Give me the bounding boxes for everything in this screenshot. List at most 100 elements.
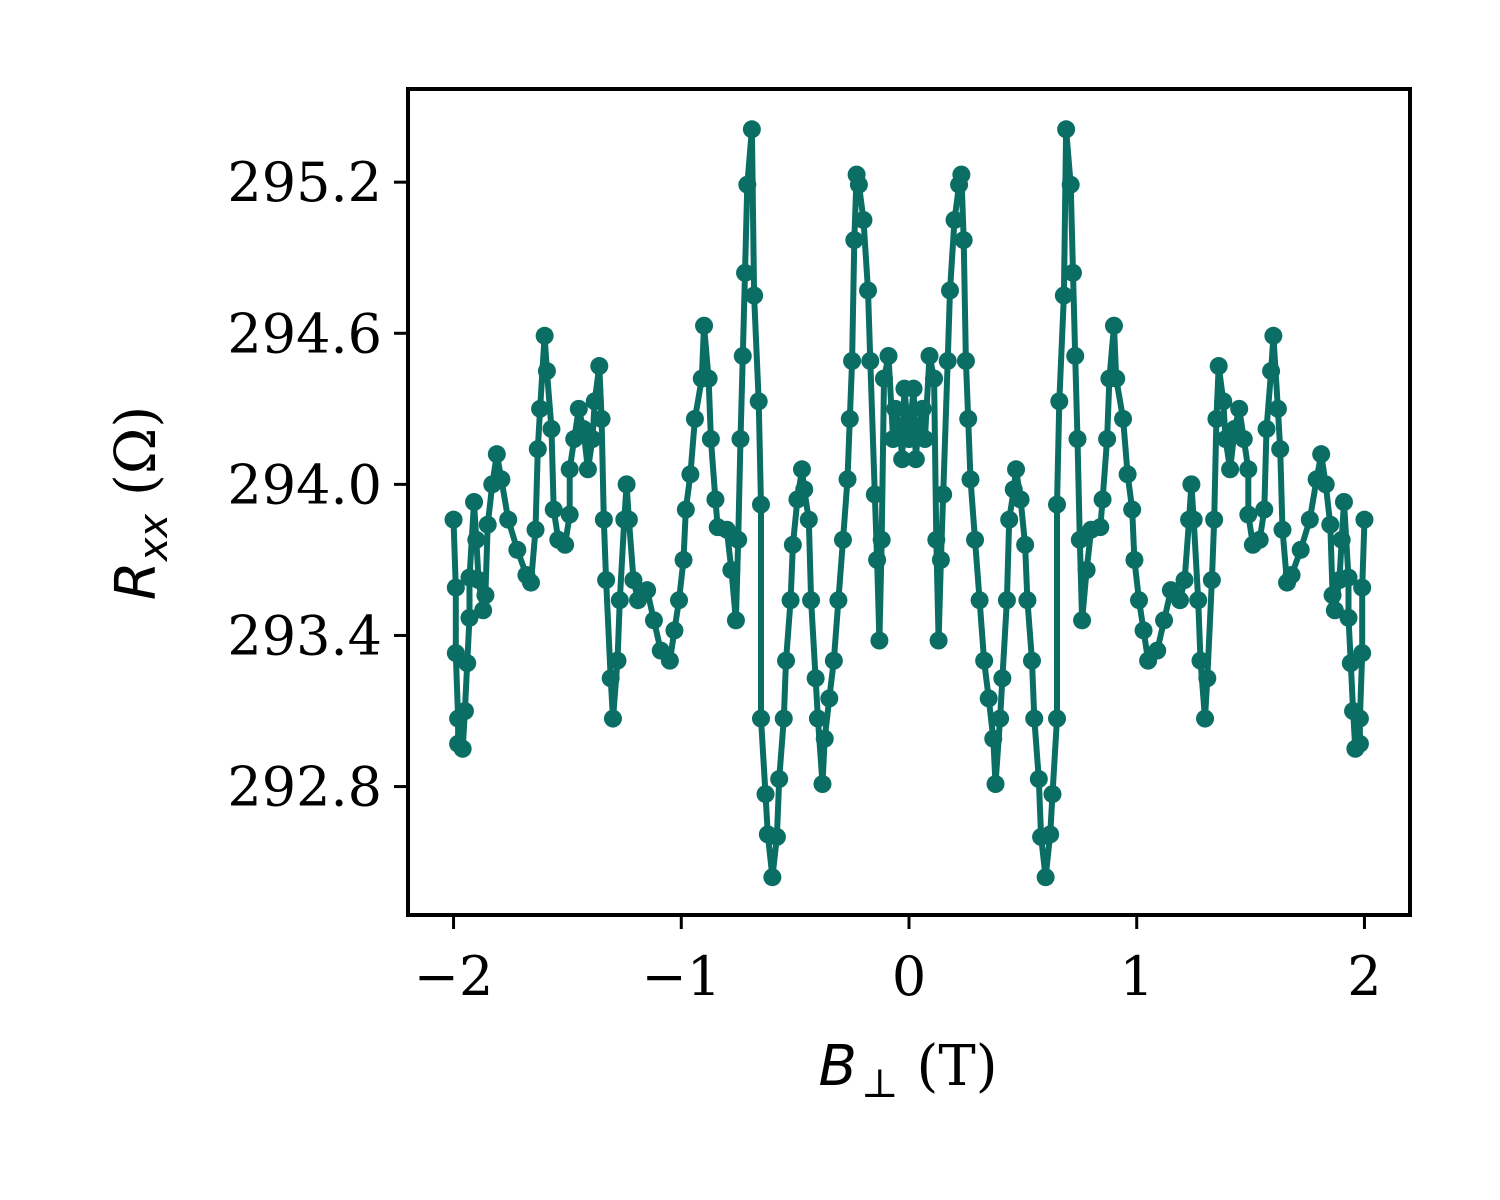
data-point xyxy=(799,510,818,529)
data-point xyxy=(619,510,638,529)
data-point xyxy=(624,571,643,590)
y-tick-label: 292.8 xyxy=(227,756,382,819)
data-point xyxy=(1355,510,1374,529)
data-point xyxy=(476,586,495,605)
data-point xyxy=(465,493,484,511)
data-point xyxy=(956,351,975,370)
data-point xyxy=(840,409,859,428)
data-point xyxy=(781,591,800,610)
data-point xyxy=(674,550,693,569)
data-point xyxy=(1048,709,1067,728)
data-point xyxy=(927,530,946,549)
data-point xyxy=(1262,362,1281,381)
data-point xyxy=(913,399,932,418)
data-point xyxy=(638,581,657,600)
data-point xyxy=(829,591,848,610)
data-point xyxy=(531,399,550,418)
data-point xyxy=(745,286,764,305)
data-point xyxy=(537,362,556,381)
data-point xyxy=(608,651,627,670)
data-point xyxy=(1043,785,1062,804)
data-point xyxy=(859,281,878,300)
data-point xyxy=(1000,510,1019,529)
data-point xyxy=(1353,644,1372,663)
data-point xyxy=(1077,560,1096,579)
data-point xyxy=(1353,578,1372,597)
data-point xyxy=(1130,591,1149,610)
data-point xyxy=(560,505,579,524)
data-point xyxy=(1234,430,1253,449)
data-point xyxy=(1018,591,1037,610)
data-point xyxy=(722,560,741,579)
data-point xyxy=(751,495,770,514)
data-point xyxy=(870,631,889,650)
data-point xyxy=(1316,475,1335,494)
data-point xyxy=(583,430,602,449)
data-point xyxy=(879,346,898,365)
data-point xyxy=(535,326,554,345)
data-point xyxy=(492,470,511,489)
data-point xyxy=(1048,495,1067,514)
data-point xyxy=(756,785,775,804)
data-point xyxy=(931,550,950,569)
data-point xyxy=(1057,120,1076,139)
data-point xyxy=(528,440,547,459)
data-point xyxy=(975,651,994,670)
data-point xyxy=(1264,326,1283,345)
data-point xyxy=(934,485,953,504)
data-point xyxy=(940,281,959,300)
y-tick-label: 295.2 xyxy=(227,151,382,214)
x-tick-label: −2 xyxy=(414,945,494,1008)
data-point xyxy=(824,651,843,670)
data-point xyxy=(886,399,905,418)
data-point xyxy=(1332,530,1351,549)
data-point xyxy=(669,591,688,610)
data-point xyxy=(1323,586,1342,605)
data-point xyxy=(1250,530,1269,549)
y-axis-label: Rxx(Ω) xyxy=(104,406,177,600)
data-point xyxy=(938,351,957,370)
data-point xyxy=(738,175,757,194)
data-point xyxy=(751,709,770,728)
data-point xyxy=(1239,505,1258,524)
data-point xyxy=(617,475,636,494)
data-point xyxy=(1007,460,1026,479)
data-point xyxy=(808,709,827,728)
data-point xyxy=(1068,430,1087,449)
data-point xyxy=(959,409,978,428)
data-point xyxy=(706,490,725,509)
data-point xyxy=(767,827,786,846)
data-point xyxy=(731,430,750,449)
data-point xyxy=(1257,419,1276,438)
data-point xyxy=(929,631,948,650)
data-point xyxy=(854,210,873,229)
data-point xyxy=(1029,770,1048,789)
x-tick-label: −1 xyxy=(641,945,721,1008)
data-point xyxy=(1273,520,1292,539)
data-point xyxy=(594,510,613,529)
x-axis: −2 −1 0 1 2 xyxy=(414,915,1382,1008)
data-point xyxy=(1091,518,1110,537)
data-point xyxy=(1239,460,1258,479)
data-point xyxy=(603,709,622,728)
data-point xyxy=(954,231,973,250)
data-point xyxy=(508,540,527,559)
data-point xyxy=(521,573,540,592)
data-point xyxy=(925,369,944,388)
data-point xyxy=(1221,460,1240,479)
data-point xyxy=(726,611,745,630)
data-point xyxy=(460,608,479,627)
data-point xyxy=(1016,535,1035,554)
data-point xyxy=(474,601,493,620)
data-point xyxy=(1041,825,1060,844)
data-point xyxy=(1125,550,1144,569)
data-point xyxy=(590,357,609,376)
data-point xyxy=(601,669,620,688)
data-point xyxy=(770,770,789,789)
data-point xyxy=(893,450,912,469)
data-point xyxy=(815,729,834,748)
y-tick-label: 294.0 xyxy=(227,453,382,516)
data-point xyxy=(665,621,684,640)
data-point xyxy=(526,520,545,539)
